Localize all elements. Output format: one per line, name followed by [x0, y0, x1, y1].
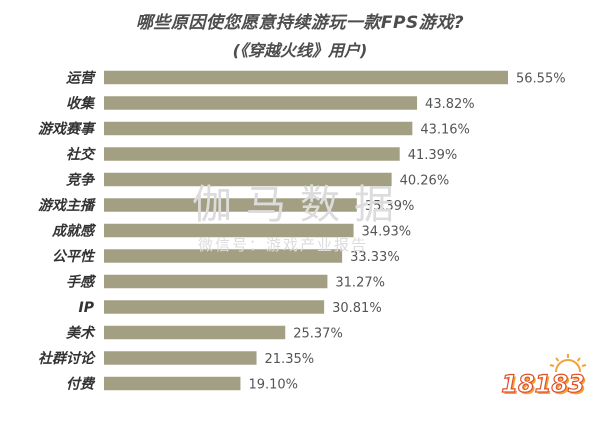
bar-4: [104, 172, 392, 187]
bar-2: [104, 121, 413, 136]
value-label-5: 35.39%: [365, 199, 415, 214]
category-label-7: 公平性: [52, 248, 96, 265]
bar-10: [104, 325, 286, 340]
bar-1: [104, 96, 418, 110]
value-label-2: 43.16%: [420, 123, 470, 138]
value-label-10: 25.37%: [293, 327, 343, 342]
bar-0: [104, 70, 508, 85]
bar-12: [104, 376, 241, 391]
logo-text: 18183: [501, 369, 586, 398]
value-label-9: 30.81%: [332, 301, 382, 316]
chart-title: 哪些原因使您愿意持续游玩一款FPS游戏?: [135, 13, 465, 33]
value-label-1: 43.82%: [425, 97, 475, 112]
category-label-6: 成就感: [51, 223, 97, 240]
bar-3: [104, 147, 400, 161]
value-label-8: 31.27%: [335, 276, 385, 291]
category-label-4: 竞争: [66, 172, 96, 189]
value-label-3: 41.39%: [408, 148, 458, 163]
bar-7: [104, 249, 343, 263]
category-label-12: 付费: [66, 376, 96, 393]
value-label-7: 33.33%: [350, 250, 400, 265]
bar-9: [104, 300, 325, 314]
value-label-11: 21.35%: [265, 352, 315, 367]
value-label-6: 34.93%: [362, 225, 412, 240]
category-label-9: IP: [79, 300, 95, 316]
category-label-3: 社交: [66, 146, 96, 163]
value-label-12: 19.10%: [248, 378, 298, 393]
site-logo: 18183: [494, 352, 592, 406]
chart-subtitle: (《穿越火线》用户): [232, 41, 368, 60]
bar-11: [104, 351, 257, 365]
category-label-0: 运营: [66, 70, 97, 87]
category-label-10: 美术: [66, 325, 96, 342]
value-label-4: 40.26%: [400, 174, 450, 189]
category-label-11: 社群讨论: [38, 350, 96, 367]
category-label-8: 手感: [66, 274, 97, 291]
bar-5: [104, 198, 357, 212]
value-label-0: 56.55%: [516, 72, 566, 87]
category-label-2: 游戏赛事: [38, 121, 97, 138]
category-label-5: 游戏主播: [38, 197, 96, 214]
category-label-1: 收集: [66, 95, 96, 112]
sun-icon: [549, 354, 587, 373]
bar-8: [104, 274, 328, 289]
bar-6: [104, 223, 354, 238]
